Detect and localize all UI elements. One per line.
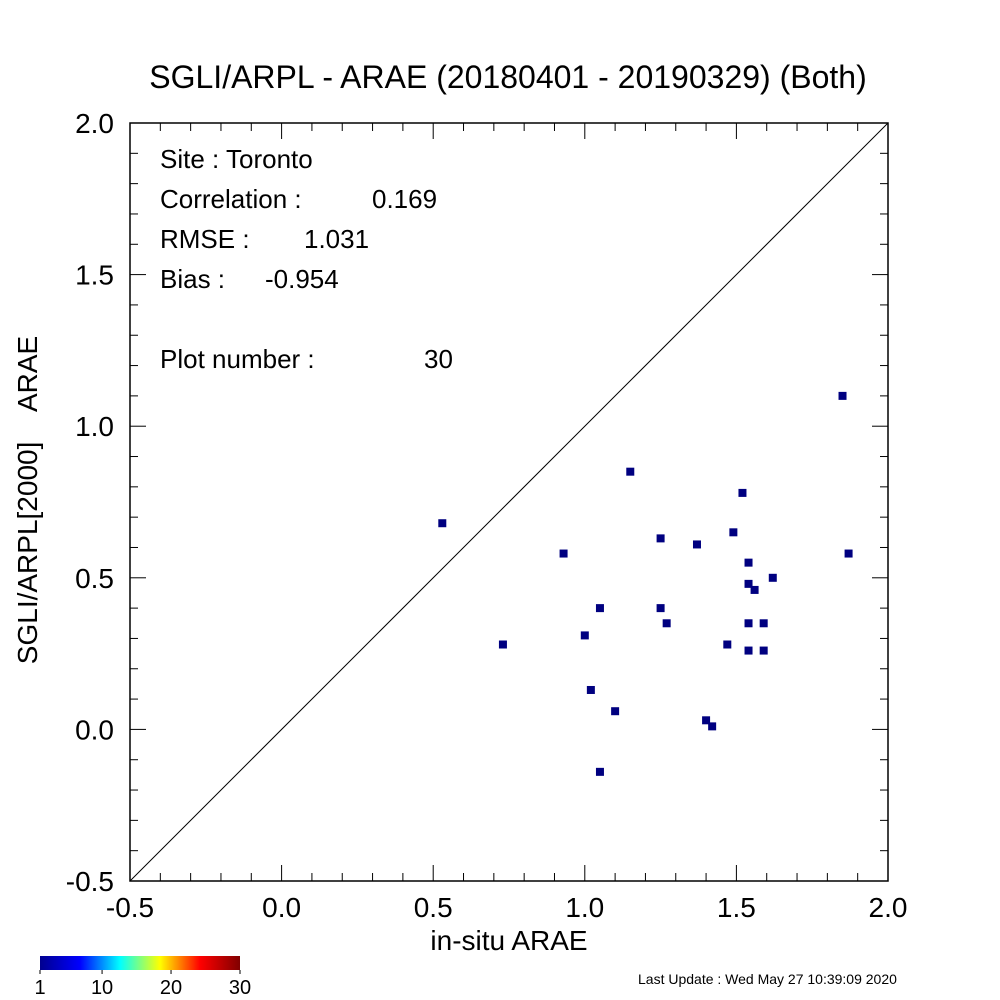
y-tick-label: 2.0 <box>75 108 114 139</box>
data-point <box>595 767 604 776</box>
correlation-value: 0.169 <box>372 184 437 214</box>
data-point <box>750 585 759 594</box>
last-update-text: Last Update : Wed May 27 10:39:09 2020 <box>638 971 897 987</box>
colorbar-ticks: 1 10 20 30 <box>34 970 251 999</box>
rmse-label: RMSE : <box>160 224 250 254</box>
data-point <box>498 640 507 649</box>
one-to-one-line <box>129 122 889 882</box>
data-point <box>626 467 635 476</box>
x-tick-label: 0.5 <box>414 892 453 923</box>
data-point <box>744 646 753 655</box>
correlation-label: Correlation : <box>160 184 302 214</box>
plot-number-value: 30 <box>424 344 453 374</box>
data-point <box>738 488 747 497</box>
colorbar-tick-label: 1 <box>34 977 45 999</box>
colorbar-gradient <box>40 956 240 970</box>
y-tick-label: -0.5 <box>66 866 114 897</box>
data-point <box>723 640 732 649</box>
rmse-value: 1.031 <box>304 224 369 254</box>
y-tick-label: 0.5 <box>75 563 114 594</box>
plot-number-label: Plot number : <box>160 344 315 374</box>
x-axis-label: in-situ ARAE <box>430 925 587 956</box>
plot-frame <box>129 122 889 882</box>
data-point <box>744 558 753 567</box>
chart-title: SGLI/ARPL - ARAE (20180401 - 20190329) (… <box>149 59 866 95</box>
data-point <box>662 619 671 628</box>
bias-value: -0.954 <box>265 264 339 294</box>
axis-ticks <box>129 122 889 882</box>
data-point <box>838 391 847 400</box>
y-axis-label: SGLI/ARPL[2000] ARAE <box>12 336 43 664</box>
x-tick-label: 1.0 <box>565 892 604 923</box>
data-point <box>595 604 604 613</box>
data-point <box>759 646 768 655</box>
data-point <box>768 573 777 582</box>
data-point <box>586 685 595 694</box>
x-tick-label: 2.0 <box>869 892 908 923</box>
bias-label: Bias : <box>160 264 225 294</box>
data-point <box>844 549 853 558</box>
data-point <box>759 619 768 628</box>
y-tick-label: 1.0 <box>75 411 114 442</box>
data-point <box>744 619 753 628</box>
colorbar: 1 10 20 30 <box>34 956 251 999</box>
colorbar-tick-label: 30 <box>229 977 251 999</box>
data-point <box>580 631 589 640</box>
x-tick-label: 1.5 <box>717 892 756 923</box>
data-point <box>744 579 753 588</box>
x-tick-label: -0.5 <box>106 892 154 923</box>
data-points <box>438 391 853 776</box>
data-point <box>729 528 738 537</box>
colorbar-tick-label: 20 <box>160 977 182 999</box>
x-tick-label: 0.0 <box>262 892 301 923</box>
colorbar-tick-label: 10 <box>91 977 113 999</box>
y-tick-label: 1.5 <box>75 260 114 291</box>
data-point <box>656 534 665 543</box>
x-tick-labels: -0.5 0.0 0.5 1.0 1.5 2.0 <box>106 892 908 923</box>
site-text: Site : Toronto <box>160 144 313 174</box>
data-point <box>708 722 717 731</box>
stats-annotation: Site : Toronto Correlation : 0.169 RMSE … <box>160 144 453 374</box>
data-point <box>559 549 568 558</box>
y-tick-label: 0.0 <box>75 714 114 745</box>
data-point <box>438 519 447 528</box>
data-point <box>656 604 665 613</box>
y-tick-labels: -0.5 0.0 0.5 1.0 1.5 2.0 <box>66 108 114 897</box>
data-point <box>702 716 711 725</box>
data-point <box>611 707 620 716</box>
data-point <box>692 540 701 549</box>
